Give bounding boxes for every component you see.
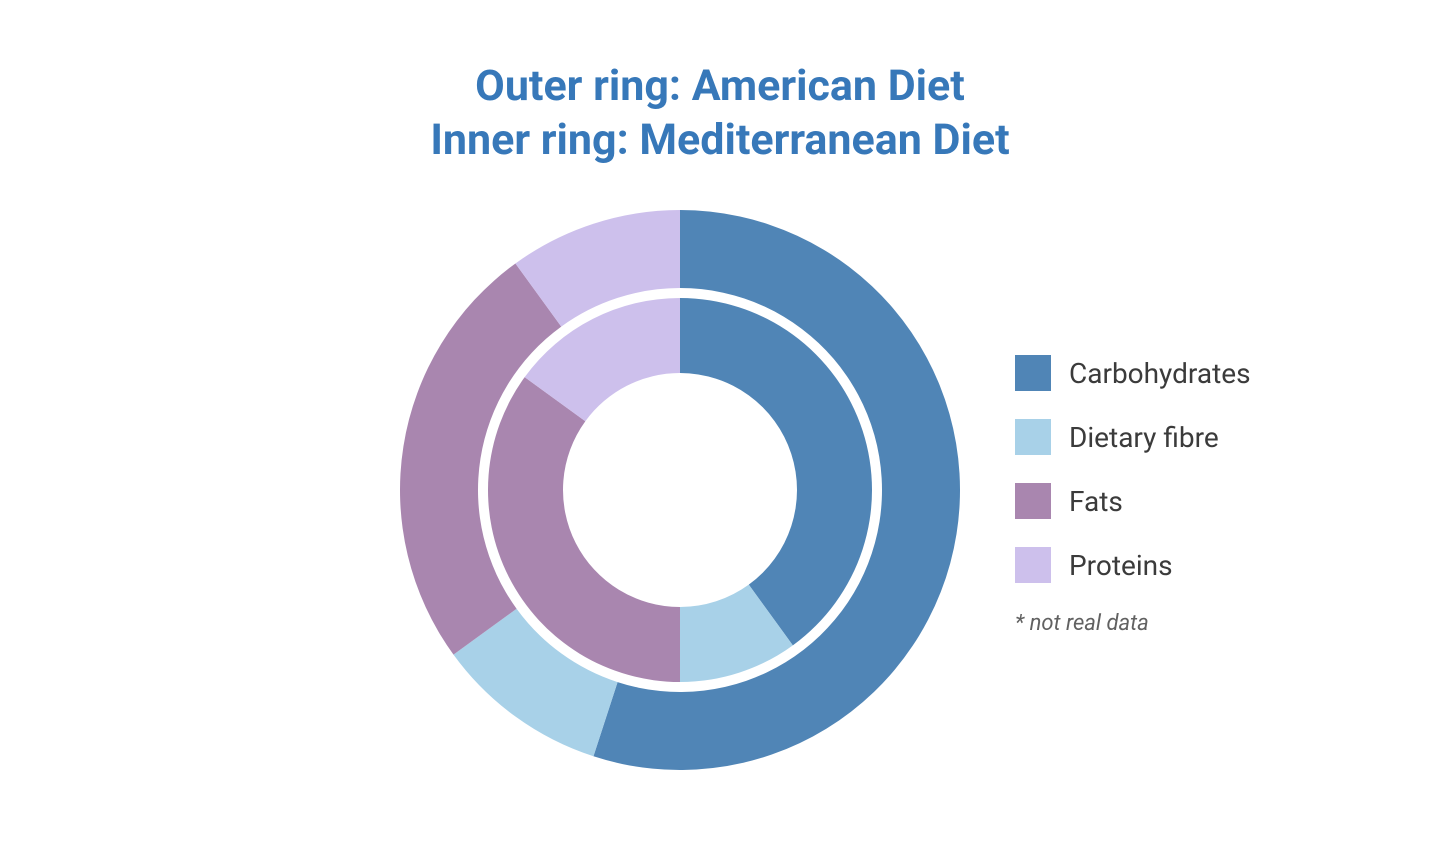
legend-swatch: [1015, 547, 1051, 583]
legend-label: Fats: [1069, 485, 1123, 518]
chart-container: Outer ring: American Diet Inner ring: Me…: [0, 0, 1440, 864]
chart-title: Outer ring: American Diet Inner ring: Me…: [0, 60, 1440, 168]
donut-chart: [400, 210, 960, 770]
chart-title-line1: Outer ring: American Diet: [0, 60, 1440, 114]
legend: Carbohydrates Dietary fibre Fats Proteins * …: [1015, 355, 1251, 636]
legend-swatch: [1015, 483, 1051, 519]
legend-swatch: [1015, 355, 1051, 391]
legend-item-fats: Fats: [1015, 483, 1251, 519]
legend-swatch: [1015, 419, 1051, 455]
legend-label: Carbohydrates: [1069, 357, 1251, 390]
legend-label: Dietary fibre: [1069, 421, 1219, 454]
legend-note: * not real data: [1015, 611, 1251, 636]
legend-item-proteins: Proteins: [1015, 547, 1251, 583]
outer-slice-carbohydrates: [593, 210, 960, 770]
legend-item-carbohydrates: Carbohydrates: [1015, 355, 1251, 391]
chart-title-line2: Inner ring: Mediterranean Diet: [0, 114, 1440, 168]
legend-item-dietary-fibre: Dietary fibre: [1015, 419, 1251, 455]
legend-label: Proteins: [1069, 549, 1173, 582]
